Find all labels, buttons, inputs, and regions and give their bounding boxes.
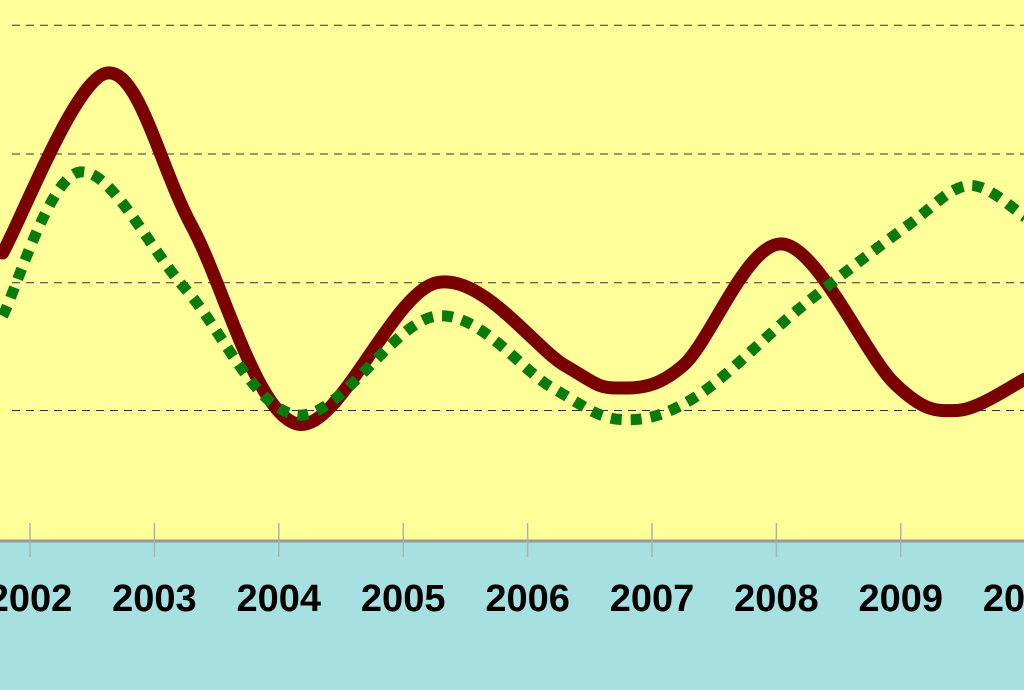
axis-band: [0, 541, 1024, 690]
x-tick-label: 2006: [485, 578, 570, 620]
x-tick-label: 2010: [983, 578, 1024, 620]
x-tick-labels: 2002 2003 2004 2005 2006 2007 2008 2009 2010: [0, 578, 1024, 620]
x-tick-label: 2003: [112, 578, 197, 620]
x-tick-label: 2004: [237, 578, 322, 620]
x-tick-label: 2007: [610, 578, 695, 620]
x-ticks: [29, 523, 902, 557]
gridlines: [12, 24, 1024, 411]
series-lines: [0, 66, 1024, 431]
x-tick-label: 2005: [361, 578, 446, 620]
x-tick-label: 2009: [859, 578, 944, 620]
x-tick-label: 2008: [734, 578, 819, 620]
series-line-solid: [0, 66, 1024, 431]
x-tick-label: 2002: [0, 578, 72, 620]
series-line-dotted: [0, 166, 1024, 426]
plot-area: [0, 0, 1024, 541]
